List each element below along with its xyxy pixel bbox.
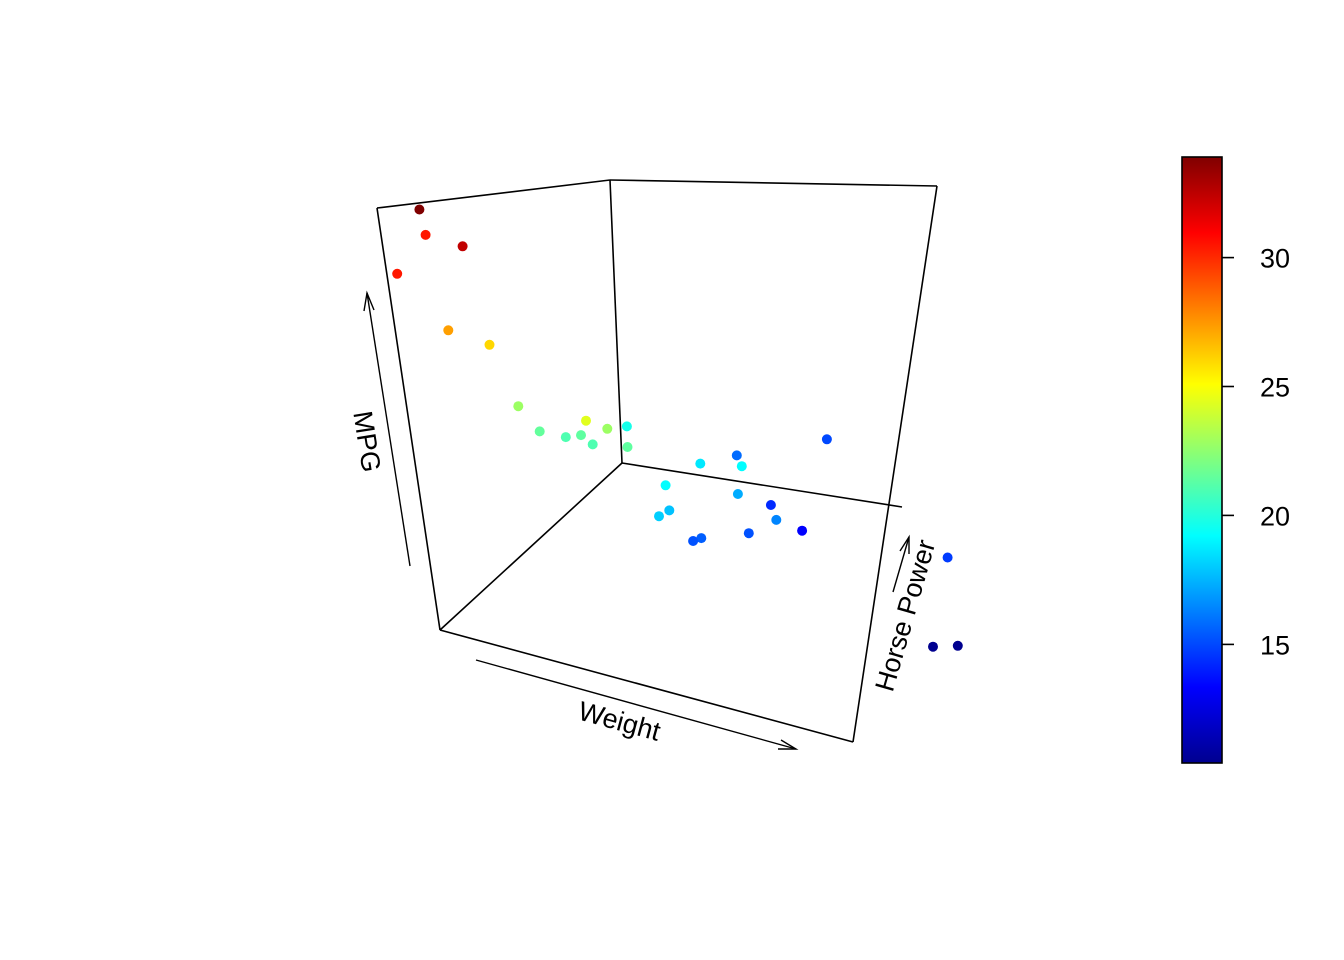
x-axis-title: Weight [575, 696, 664, 747]
data-point [664, 505, 675, 516]
data-point [513, 401, 524, 412]
data-point [771, 514, 782, 525]
y-axis-arrow [892, 536, 910, 593]
box-edge-back-top-right [609, 179, 938, 187]
box-edge-back-top-left [376, 179, 611, 209]
box-edge-left-vertical [376, 207, 441, 631]
data-point [952, 640, 963, 651]
data-point [576, 430, 586, 441]
data-point [414, 204, 425, 215]
colorbar-tick-label: 25 [1260, 373, 1290, 403]
z-axis-title: MPG [347, 409, 386, 474]
box-edge-bottom-left-back [439, 462, 623, 631]
z-axis-arrow [366, 292, 411, 567]
data-point [928, 641, 938, 652]
data-point [621, 421, 632, 432]
data-point [942, 552, 953, 563]
data-point [731, 450, 742, 461]
data-point [534, 426, 545, 437]
data-point [743, 528, 754, 539]
x-axis-arrow [475, 659, 797, 750]
data-point [821, 434, 832, 445]
data-point [443, 325, 454, 336]
data-point [420, 229, 431, 240]
data-point [797, 525, 808, 536]
data-point [654, 511, 664, 522]
data-point [688, 536, 699, 546]
box-edge-bottom-front [439, 629, 854, 743]
box-edge-bottom-right-back [621, 462, 903, 508]
data-point [560, 432, 571, 443]
data-point [660, 480, 671, 491]
colorbar: 15 20 25 30 [1181, 156, 1290, 764]
data-point [484, 339, 495, 350]
data-point [695, 458, 706, 469]
colorbar-tick-label: 30 [1260, 244, 1290, 274]
data-points [392, 204, 963, 652]
data-point [696, 533, 707, 544]
data-point [587, 439, 598, 450]
y-axis-arrowhead [899, 534, 910, 554]
data-point [732, 489, 743, 499]
data-point [765, 500, 776, 510]
data-point [602, 423, 613, 434]
colorbar-fill [1181, 156, 1223, 764]
data-point [622, 442, 633, 452]
plot-box [376, 179, 938, 743]
z-axis-arrowhead [363, 290, 375, 312]
data-point [392, 268, 403, 279]
box-edge-back-vertical [609, 179, 623, 464]
colorbar-tick-label: 15 [1260, 630, 1290, 660]
data-point [736, 461, 747, 472]
data-point [457, 241, 468, 252]
box-edge-right-vertical [852, 185, 938, 743]
data-point [581, 415, 591, 426]
axis-arrows [363, 290, 910, 750]
colorbar-tick-label: 20 [1260, 501, 1290, 531]
x-axis-arrowhead [778, 739, 799, 750]
